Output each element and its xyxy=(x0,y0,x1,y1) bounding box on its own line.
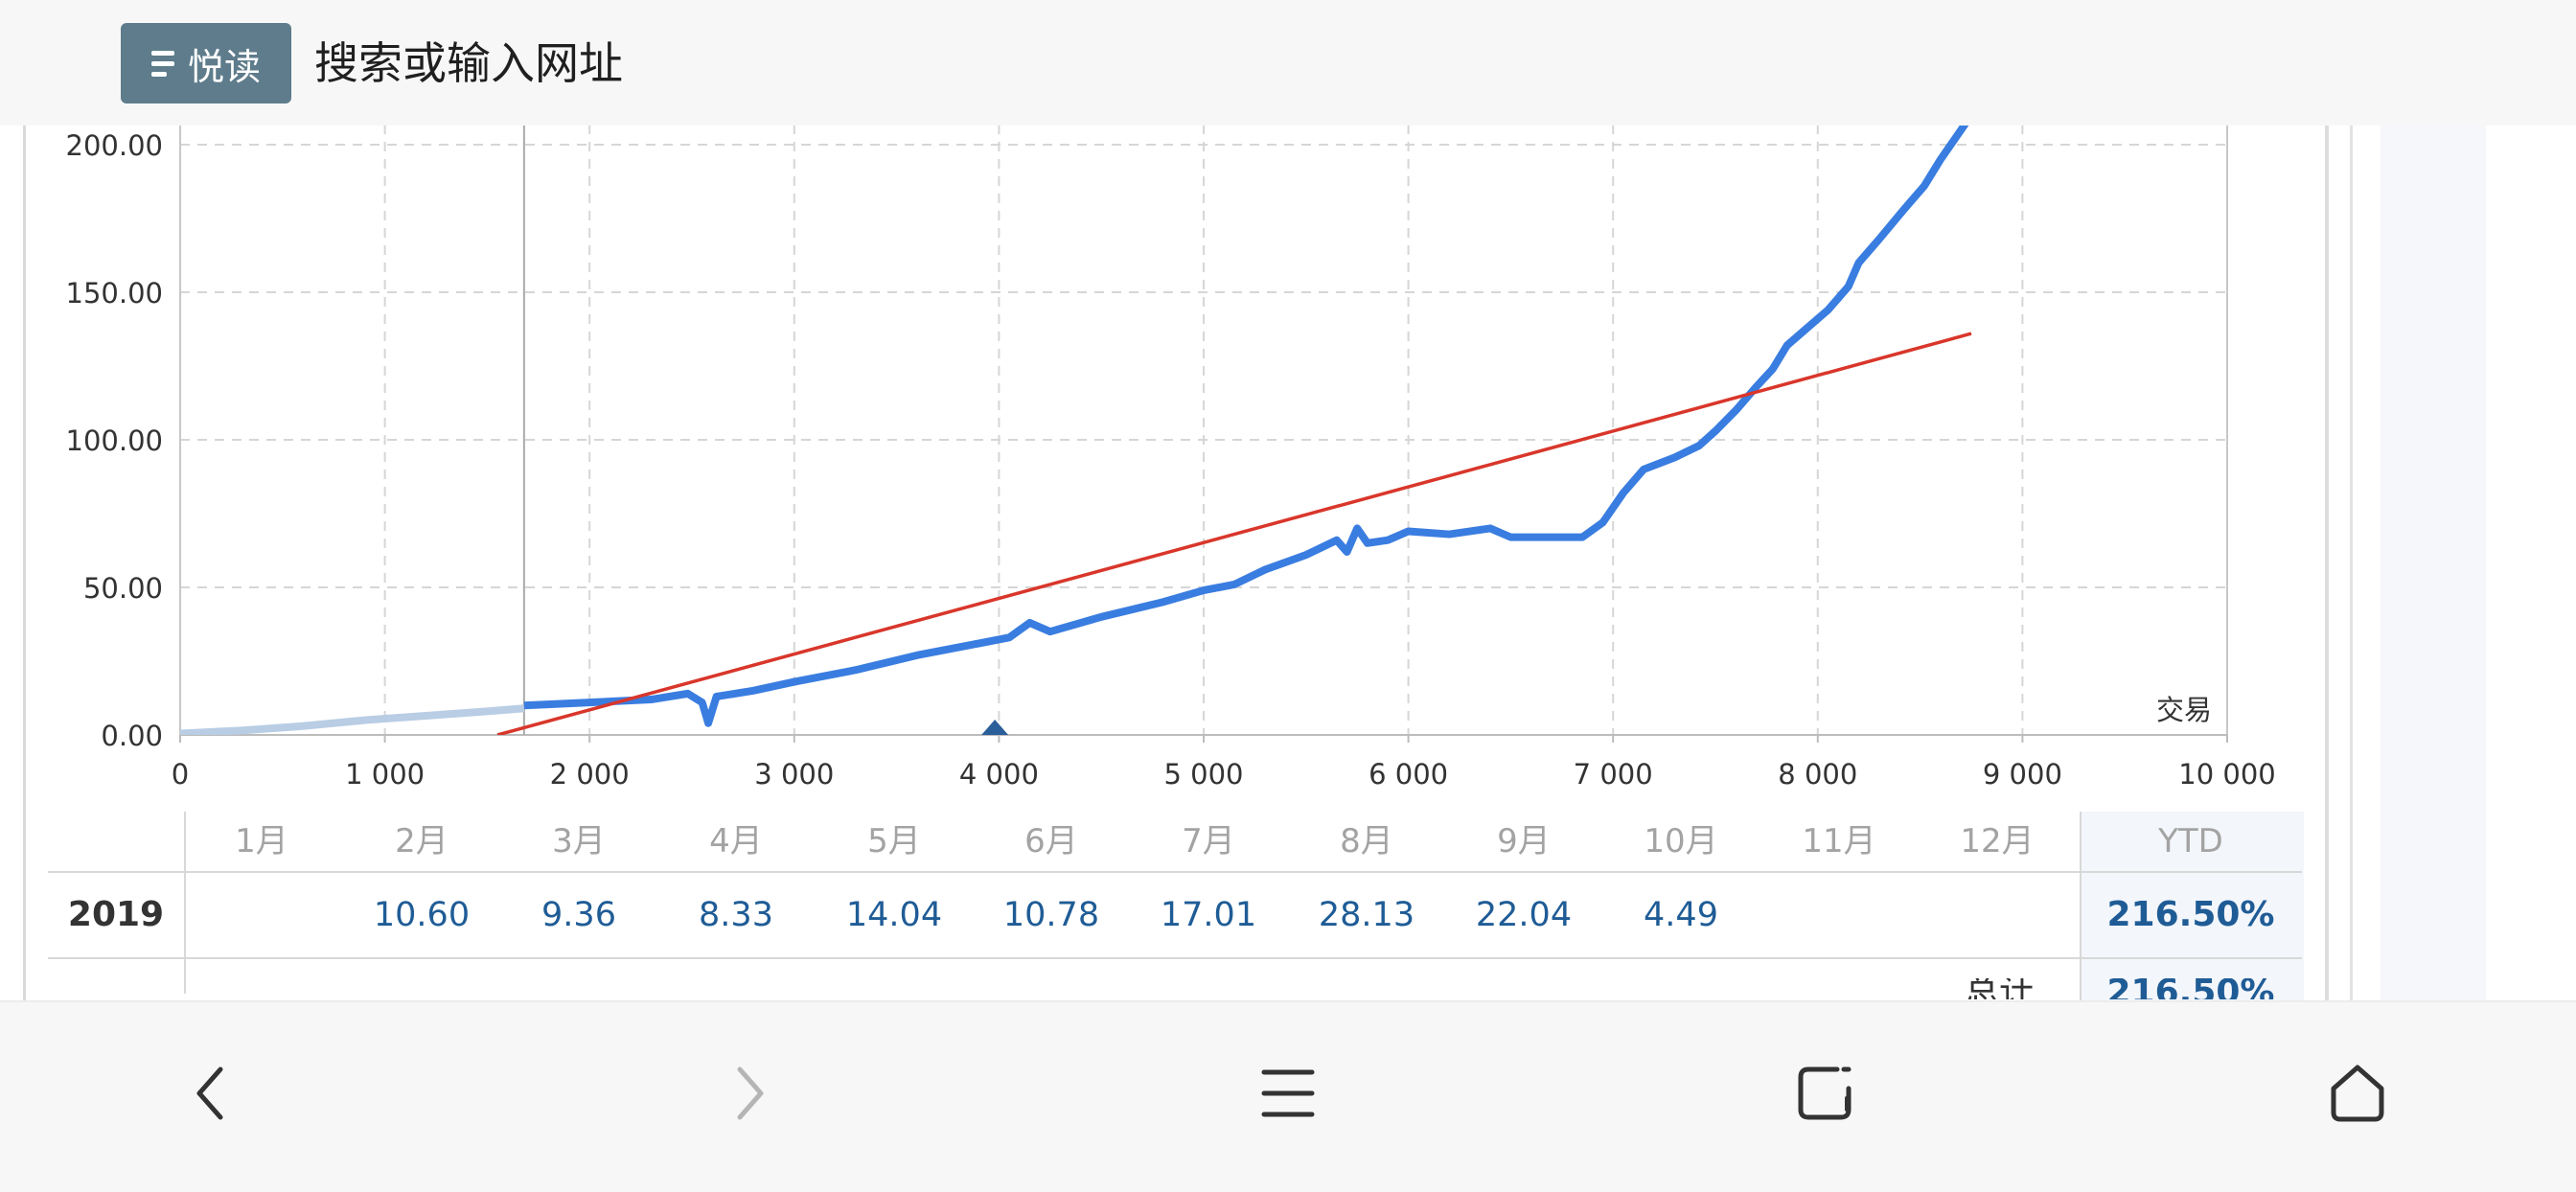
month-header: 9月 xyxy=(1497,822,1551,860)
month-return[interactable]: 8.33 xyxy=(699,896,773,934)
x-axis-label: 交易 xyxy=(2156,694,2212,726)
back-button[interactable] xyxy=(155,1041,270,1184)
x-tick-label: 8 000 xyxy=(1778,758,1857,791)
month-header: 7月 xyxy=(1182,822,1235,860)
equity-line xyxy=(523,125,1970,727)
total-value: 216.50% xyxy=(2106,978,2275,999)
reader-mode-button[interactable]: 悦读 xyxy=(121,23,291,103)
x-tick-label: 3 000 xyxy=(754,758,834,791)
y-tick-label: 50.00 xyxy=(83,572,163,605)
address-bar[interactable]: 搜索或输入网址 xyxy=(314,37,623,89)
month-return[interactable]: 14.04 xyxy=(845,896,943,934)
month-return[interactable]: 4.49 xyxy=(1644,896,1718,934)
month-header: 8月 xyxy=(1340,822,1393,860)
page-border-right xyxy=(2325,126,2329,1000)
x-tick-label: 10 000 xyxy=(2178,758,2275,791)
year-label: 2019 xyxy=(67,895,165,934)
tabs-icon xyxy=(1798,1066,1852,1120)
month-header: 12月 xyxy=(1960,822,2035,860)
total-label: 总计 xyxy=(1965,978,2035,999)
chart-grid xyxy=(180,125,2227,735)
browser-top-bar: 悦读 搜索或输入网址 xyxy=(0,0,2576,126)
month-header: 6月 xyxy=(1024,822,1078,860)
month-return[interactable]: 17.01 xyxy=(1160,896,1257,934)
x-tick-label: 4 000 xyxy=(959,758,1039,791)
x-tick-label: 1 000 xyxy=(345,758,425,791)
page-content: 0 1 000 2 000 3 000 4 000 5 000 6 000 7 000 8 00… xyxy=(0,125,2576,1003)
chart-axes xyxy=(179,125,2228,743)
y-tick-label: 100.00 xyxy=(66,424,163,457)
chevron-right-icon xyxy=(737,1066,764,1120)
ytd-header: YTD xyxy=(2158,822,2223,860)
navigator-handle xyxy=(981,720,1009,735)
chevron-left-icon xyxy=(196,1066,223,1120)
chart-series xyxy=(180,125,1972,735)
x-tick-label: 9 000 xyxy=(1983,758,2062,791)
y-tick-label: 150.00 xyxy=(66,277,163,309)
month-header: 11月 xyxy=(1802,822,1876,860)
x-tick-label: 6 000 xyxy=(1368,758,1448,791)
x-tick-label: 2 000 xyxy=(550,758,630,791)
trend-line xyxy=(496,332,1972,735)
home-button[interactable] xyxy=(2300,1041,2415,1184)
menu-button[interactable] xyxy=(1230,1041,1346,1184)
x-tick-label: 7 000 xyxy=(1574,758,1653,791)
menu-icon xyxy=(1261,1069,1315,1117)
ytd-column xyxy=(2080,812,2304,1003)
month-header: 5月 xyxy=(867,822,921,860)
y-tick-label: 200.00 xyxy=(66,129,163,162)
ytd-value: 216.50% xyxy=(2106,895,2275,934)
month-return[interactable]: 22.04 xyxy=(1475,896,1573,934)
month-return[interactable]: 9.36 xyxy=(541,896,616,934)
table-divider xyxy=(184,812,186,994)
side-panel xyxy=(2380,126,2486,1000)
month-header: 1月 xyxy=(235,822,288,860)
x-tick-label: 5 000 xyxy=(1163,758,1243,791)
page-border-left xyxy=(23,126,26,1000)
tabs-button[interactable] xyxy=(1767,1041,1882,1184)
equity-history-line xyxy=(180,704,525,735)
month-return[interactable]: 28.13 xyxy=(1318,896,1415,934)
table-row: 2019 10.60 9.36 8.33 14.04 10.78 17.01 28.13 22… xyxy=(48,873,2302,959)
page-border-right-inner xyxy=(2350,126,2353,1000)
month-return[interactable]: 10.60 xyxy=(373,896,471,934)
list-icon xyxy=(150,50,174,77)
forward-button[interactable] xyxy=(690,1041,805,1184)
month-header: 4月 xyxy=(709,822,763,860)
y-tick-label: 0.00 xyxy=(101,720,163,752)
table-header-row: 1月 2月 3月 4月 5月 6月 7月 8月 9月 10月 11月 12月 xyxy=(48,812,2302,873)
home-icon xyxy=(2331,1065,2384,1122)
browser-bottom-bar xyxy=(0,1000,2576,1192)
chart-labels: 0 1 000 2 000 3 000 4 000 5 000 6 000 7 000 8 00… xyxy=(66,129,2276,791)
month-header: 3月 xyxy=(552,822,606,860)
month-header: 2月 xyxy=(395,822,448,860)
x-tick-label: 0 xyxy=(172,758,189,791)
reader-mode-label: 悦读 xyxy=(187,45,261,88)
month-return[interactable]: 10.78 xyxy=(1002,896,1100,934)
series-group xyxy=(180,125,1972,735)
month-header: 10月 xyxy=(1644,822,1718,860)
